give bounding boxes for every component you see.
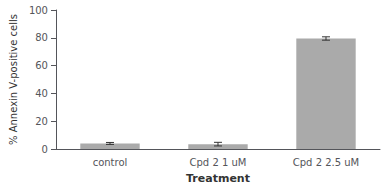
svg-text:100: 100 — [29, 5, 48, 16]
svg-text:Treatment: Treatment — [186, 172, 250, 185]
svg-text:0: 0 — [42, 144, 48, 155]
svg-text:20: 20 — [35, 116, 48, 127]
svg-text:Cpd 2 1 uM: Cpd 2 1 uM — [190, 157, 247, 168]
svg-text:control: control — [93, 157, 128, 168]
svg-text:80: 80 — [35, 32, 48, 43]
svg-text:% Annexin V-positive cells: % Annexin V-positive cells — [8, 14, 19, 145]
svg-text:Cpd 2 2.5 uM: Cpd 2 2.5 uM — [293, 157, 359, 168]
svg-text:40: 40 — [35, 88, 48, 99]
svg-text:60: 60 — [35, 60, 48, 71]
